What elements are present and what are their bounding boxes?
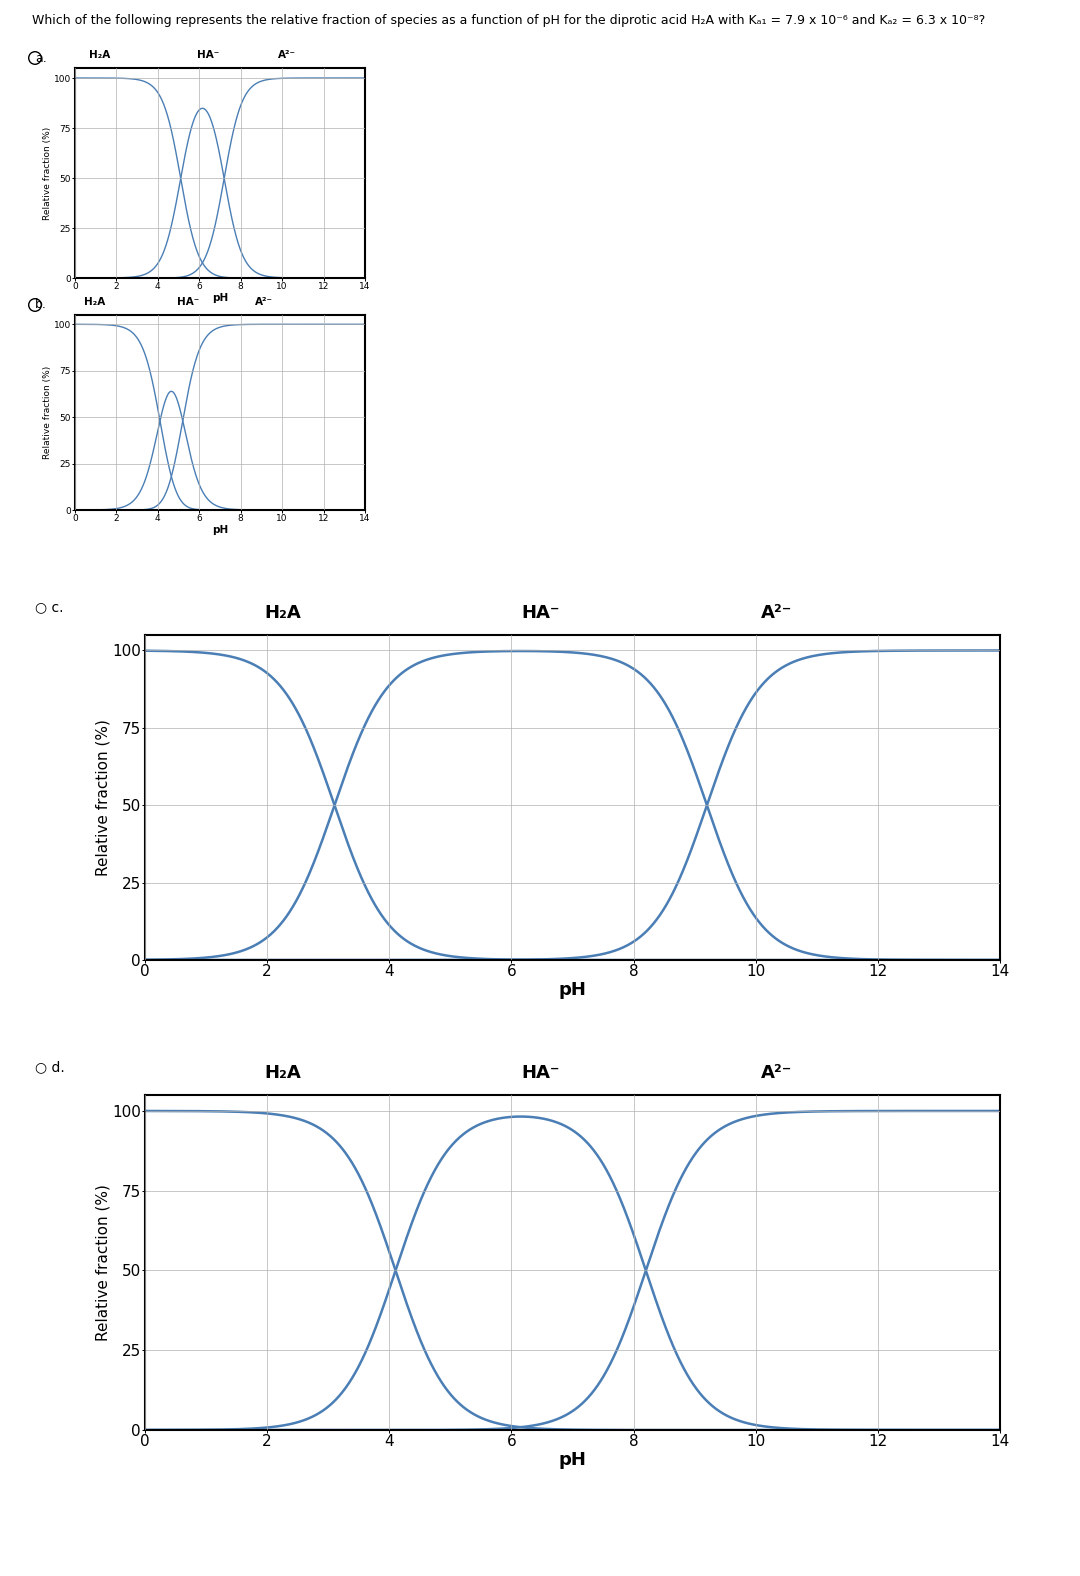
Text: A²⁻: A²⁻ [278, 49, 296, 60]
X-axis label: pH: pH [212, 525, 228, 534]
Text: HA⁻: HA⁻ [176, 298, 199, 307]
Y-axis label: Relative fraction (%): Relative fraction (%) [95, 1184, 110, 1341]
Text: H₂A: H₂A [265, 1064, 301, 1081]
Text: A²⁻: A²⁻ [760, 1064, 792, 1081]
Text: HA⁻: HA⁻ [197, 49, 219, 60]
Text: A²⁻: A²⁻ [760, 604, 792, 623]
Text: Which of the following represents the relative fraction of species as a function: Which of the following represents the re… [32, 14, 986, 27]
Text: ○ d.: ○ d. [35, 1061, 65, 1073]
Y-axis label: Relative fraction (%): Relative fraction (%) [43, 126, 52, 219]
Y-axis label: Relative fraction (%): Relative fraction (%) [95, 719, 110, 876]
X-axis label: pH: pH [558, 980, 586, 999]
Text: H₂A: H₂A [90, 49, 111, 60]
Text: a.: a. [35, 52, 46, 65]
Text: b.: b. [35, 298, 46, 310]
Text: ○ c.: ○ c. [35, 600, 64, 615]
Text: H₂A: H₂A [265, 604, 301, 623]
Text: A²⁻: A²⁻ [255, 298, 273, 307]
Text: HA⁻: HA⁻ [522, 1064, 559, 1081]
Y-axis label: Relative fraction (%): Relative fraction (%) [43, 366, 52, 459]
X-axis label: pH: pH [212, 293, 228, 303]
Text: HA⁻: HA⁻ [522, 604, 559, 623]
X-axis label: pH: pH [558, 1450, 586, 1469]
Text: H₂A: H₂A [84, 298, 105, 307]
